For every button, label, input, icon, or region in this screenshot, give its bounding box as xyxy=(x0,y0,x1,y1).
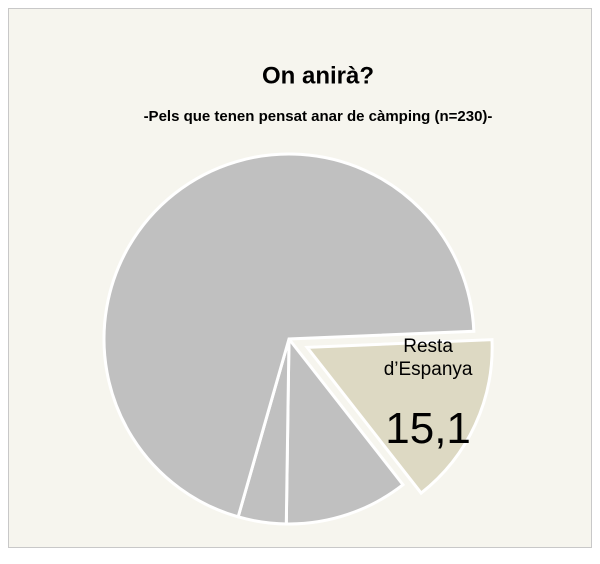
slice-label: Resta d’Espanya xyxy=(383,336,473,381)
pie-slice xyxy=(284,334,406,526)
value-label: 15,1 xyxy=(385,404,471,453)
chart-subtitle: -Pels que tenen pensat anar de càmping (… xyxy=(144,108,493,125)
pie-slice xyxy=(102,152,476,519)
pie-slice xyxy=(304,338,494,496)
chart-title: On anirà? xyxy=(262,62,374,89)
